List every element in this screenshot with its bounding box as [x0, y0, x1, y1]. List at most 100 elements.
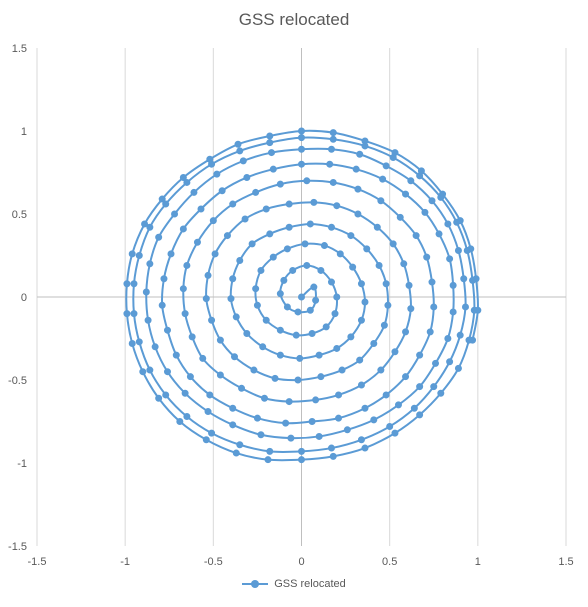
data-point	[312, 396, 320, 404]
data-point	[373, 223, 381, 231]
data-point	[472, 275, 480, 283]
data-point	[320, 242, 328, 250]
data-point	[315, 351, 323, 359]
data-point	[384, 301, 392, 309]
data-point	[229, 275, 237, 283]
data-point	[407, 305, 415, 313]
data-point	[335, 414, 343, 422]
data-point	[317, 373, 325, 381]
data-point	[266, 230, 274, 238]
data-point	[262, 205, 270, 213]
data-point	[186, 373, 194, 381]
data-point	[357, 436, 365, 444]
data-point	[375, 261, 383, 269]
x-tick-label: 1.5	[558, 556, 573, 568]
data-point	[338, 366, 346, 374]
data-point	[336, 250, 344, 258]
data-point	[294, 376, 302, 384]
data-point	[243, 330, 251, 338]
data-point	[179, 173, 187, 181]
data-point	[357, 316, 365, 324]
data-point	[238, 384, 246, 392]
data-point	[327, 444, 335, 452]
data-point	[317, 266, 325, 274]
data-point	[287, 434, 295, 442]
data-point	[356, 150, 364, 158]
data-point	[202, 436, 210, 444]
data-point	[179, 225, 187, 233]
data-point	[227, 295, 235, 303]
data-point	[123, 310, 131, 318]
data-point	[370, 416, 378, 424]
data-point	[167, 250, 175, 258]
data-point	[266, 139, 274, 147]
data-point	[356, 356, 364, 364]
y-tick-label: 1.5	[12, 43, 27, 55]
data-point	[139, 368, 147, 376]
data-point	[347, 232, 355, 240]
data-point	[285, 223, 293, 231]
data-point	[327, 145, 335, 153]
data-point	[250, 366, 258, 374]
data-point	[176, 418, 184, 425]
data-point	[428, 278, 436, 286]
data-point	[391, 348, 399, 356]
data-point	[308, 330, 316, 338]
data-point	[276, 180, 284, 188]
data-point	[446, 358, 454, 366]
data-point	[183, 261, 191, 269]
data-point	[343, 426, 351, 434]
data-point	[158, 301, 166, 309]
data-point	[327, 223, 335, 231]
data-point	[454, 247, 462, 255]
data-point	[416, 383, 424, 391]
data-point	[269, 165, 277, 173]
data-point	[410, 404, 418, 412]
data-point	[421, 208, 429, 216]
data-point	[396, 213, 404, 221]
data-point	[407, 177, 415, 185]
y-tick-label: 0	[21, 292, 27, 304]
data-point	[171, 210, 179, 218]
y-tick-label: -1	[17, 458, 27, 470]
data-point	[146, 260, 154, 268]
data-point	[377, 366, 385, 374]
data-point	[130, 280, 138, 288]
data-point	[357, 280, 365, 288]
data-point	[208, 429, 216, 437]
data-point	[216, 371, 224, 379]
data-point	[370, 339, 378, 347]
data-point	[266, 132, 274, 140]
data-point	[285, 200, 293, 208]
data-point	[310, 283, 318, 291]
data-point	[268, 149, 276, 157]
legend-label: GSS relocated	[274, 578, 346, 590]
data-point	[285, 398, 293, 406]
data-point	[432, 359, 440, 367]
data-point	[248, 240, 256, 248]
data-point	[298, 127, 305, 135]
data-point	[257, 266, 265, 274]
data-point	[298, 447, 305, 455]
data-point	[241, 215, 249, 223]
data-point	[252, 188, 260, 196]
data-point	[259, 343, 267, 351]
data-point	[128, 339, 136, 347]
data-point	[363, 245, 371, 253]
data-point	[204, 408, 212, 416]
data-point	[213, 170, 221, 178]
data-point	[456, 331, 464, 339]
x-tick-label: -0.5	[204, 556, 223, 568]
tick-labels: -1.5 -1 -0.5 0 0.5 1 1.5 -1.5 -1 -0.5 0 0.5 1 1.5	[8, 43, 574, 568]
data-point	[260, 394, 268, 402]
y-tick-label: 1	[21, 126, 27, 138]
data-point	[280, 276, 288, 284]
data-point	[229, 421, 237, 429]
data-point	[377, 197, 385, 205]
data-point	[163, 368, 171, 376]
data-point	[437, 389, 445, 397]
data-point	[428, 197, 436, 205]
data-point	[310, 198, 318, 206]
data-point	[236, 441, 244, 449]
data-point	[352, 165, 360, 173]
